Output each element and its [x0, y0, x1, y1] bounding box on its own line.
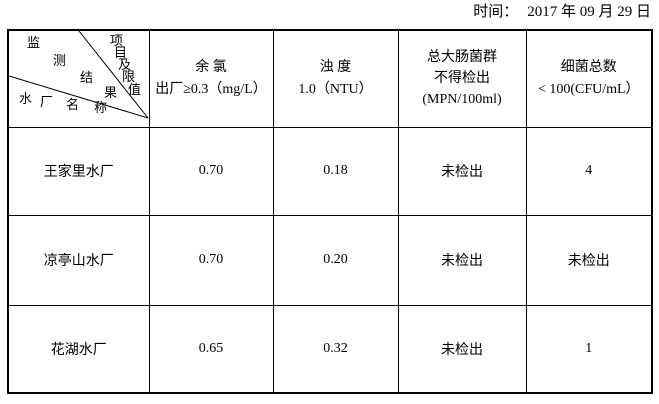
cell-bacteria: 4	[525, 126, 653, 216]
header-cell-total-bacteria: 细菌总数 < 100(CFU/mL）	[525, 29, 653, 128]
diag-char-monitor-3: 果	[104, 85, 118, 101]
diag-char-project-4: 值	[128, 82, 142, 98]
cell-plant-name: 花湖水厂	[7, 304, 150, 394]
diag-char-project-0: 项	[110, 33, 124, 49]
cell-bacteria: 未检出	[525, 214, 653, 306]
cell-plant-name: 王家里水厂	[7, 126, 150, 216]
cell-coliform: 未检出	[397, 214, 527, 306]
timestamp-label: 时间：	[473, 4, 519, 20]
header-bacteria-title: 细菌总数	[560, 59, 617, 75]
cell-turbidity: 0.18	[272, 126, 399, 216]
header-row: 监 测 结 果 项 目 及 限 值 水 厂 名 称 余 氯 出厂≥0.3（mg	[7, 29, 653, 128]
header-coliform-limit: 不得检出	[434, 71, 490, 87]
cell-coliform: 未检出	[397, 304, 527, 394]
cell-turbidity: 0.20	[272, 214, 399, 306]
header-turbidity-title: 浊 度	[319, 59, 352, 75]
diag-char-monitor-0: 监	[27, 35, 41, 51]
diag-char-plant-3: 称	[94, 100, 108, 116]
header-chlorine-title: 余 氯	[195, 59, 227, 75]
diagonal-header-box: 监 测 结 果 项 目 及 限 值 水 厂 名 称	[9, 31, 148, 126]
header-turbidity-limit: 1.0（NTU）	[298, 81, 373, 97]
diag-char-plant-0: 水	[19, 91, 33, 107]
diag-char-monitor-2: 结	[80, 70, 94, 86]
cell-chlorine: 0.65	[148, 304, 274, 394]
diag-char-monitor-1: 测	[53, 53, 67, 69]
cell-plant-name: 凉亭山水厂	[7, 214, 150, 306]
diagonal-header-cell: 监 测 结 果 项 目 及 限 值 水 厂 名 称	[7, 29, 150, 128]
table-row-wangjiali: 王家里水厂 0.70 0.18 未检出 4	[7, 126, 653, 216]
table-row-huahu: 花湖水厂 0.65 0.32 未检出 1	[7, 304, 653, 394]
header-coliform-unit: (MPN/100ml)	[422, 92, 502, 108]
diag-char-plant-2: 名	[66, 97, 80, 113]
diag-char-project-2: 及	[118, 57, 132, 73]
timestamp: 时间： 2017 年 09 月 29 日	[473, 3, 651, 21]
header-bacteria-limit: < 100(CFU/mL）	[537, 81, 640, 97]
table-row-liangtingshan: 凉亭山水厂 0.70 0.20 未检出 未检出	[7, 214, 653, 306]
header-cell-total-coliform: 总大肠菌群 不得检出 (MPN/100ml)	[397, 29, 527, 128]
cell-turbidity: 0.32	[272, 304, 399, 394]
diagonal-lines	[9, 31, 148, 119]
cell-bacteria: 1	[525, 304, 653, 394]
cell-coliform: 未检出	[397, 126, 527, 216]
header-cell-turbidity: 浊 度 1.0（NTU）	[272, 29, 399, 128]
header-cell-residual-chlorine: 余 氯 出厂≥0.3（mg/L）	[148, 29, 274, 128]
water-quality-table: 监 测 结 果 项 目 及 限 值 水 厂 名 称 余 氯 出厂≥0.3（mg	[7, 29, 653, 394]
timestamp-value: 2017 年 09 月 29 日	[527, 4, 651, 20]
diag-char-project-3: 限	[122, 69, 136, 85]
cell-chlorine: 0.70	[148, 126, 274, 216]
header-coliform-title: 总大肠菌群	[427, 50, 497, 66]
diag-char-plant-1: 厂	[40, 94, 54, 110]
cell-chlorine: 0.70	[148, 214, 274, 306]
header-chlorine-limit: 出厂≥0.3（mg/L）	[155, 81, 267, 97]
diag-char-project-1: 目	[114, 45, 128, 61]
